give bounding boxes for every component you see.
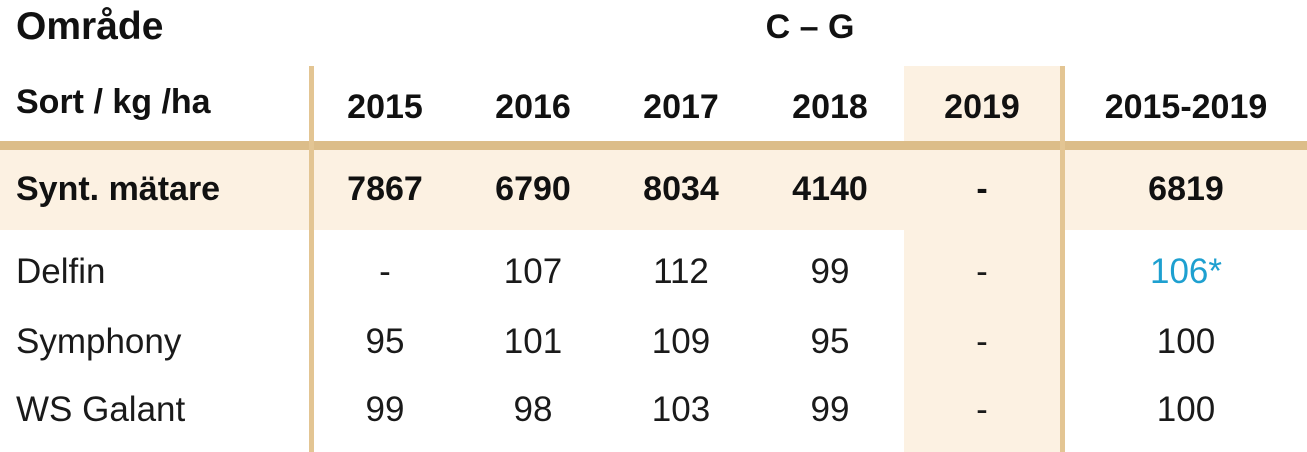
ws-galant-value-2015: 99: [365, 390, 405, 429]
region-label: C – G: [765, 8, 855, 46]
symphony-value-2015: 95: [365, 322, 405, 361]
ws-galant-value-2017: 103: [651, 390, 711, 429]
delfin-value-2019: -: [976, 252, 988, 291]
area-title: Område: [16, 5, 164, 48]
ws-galant-value-2018: 99: [810, 390, 850, 429]
header-divider: [0, 141, 1307, 150]
column-header-2018: 2018: [792, 88, 868, 126]
delfin-value-2015: -: [379, 252, 391, 291]
column-header-2015-2019: 2015-2019: [1104, 88, 1268, 126]
symphony-value-2017: 109: [651, 322, 711, 361]
reference-value-2016: 6790: [495, 170, 571, 208]
divider-before-summary: [1060, 66, 1065, 452]
delfin-value-2018: 99: [810, 252, 850, 291]
ws-galant-value-2015-2019: 100: [1156, 390, 1216, 429]
highlight-column-2019: [904, 66, 1060, 452]
delfin-value-2016: 107: [503, 252, 563, 291]
divider-after-label: [309, 66, 314, 452]
reference-value-2019: -: [976, 170, 988, 208]
reference-row-label: Synt. mätare: [16, 170, 221, 208]
delfin-value-2017: 112: [653, 252, 709, 291]
row-label-delfin: Delfin: [16, 252, 106, 291]
column-header-variety: Sort / kg /ha: [16, 83, 211, 121]
ws-galant-value-2016: 98: [513, 390, 553, 429]
reference-value-2015: 7867: [347, 170, 423, 208]
highlight-row-reference: [0, 150, 1307, 230]
symphony-value-2015-2019: 100: [1156, 322, 1216, 361]
reference-value-2015-2019: 6819: [1148, 170, 1224, 208]
symphony-value-2016: 101: [503, 322, 563, 361]
reference-value-2017: 8034: [643, 170, 719, 208]
symphony-value-2018: 95: [810, 322, 850, 361]
column-header-2015: 2015: [347, 88, 423, 126]
column-header-2016: 2016: [495, 88, 571, 126]
row-label-symphony: Symphony: [16, 322, 182, 361]
delfin-value-2015-2019: 106*: [1149, 252, 1223, 291]
symphony-value-2019: -: [976, 322, 988, 361]
row-label-ws-galant: WS Galant: [16, 390, 186, 429]
reference-value-2018: 4140: [792, 170, 868, 208]
column-header-2019: 2019: [944, 88, 1020, 126]
column-header-2017: 2017: [643, 88, 719, 126]
ws-galant-value-2019: -: [976, 390, 988, 429]
